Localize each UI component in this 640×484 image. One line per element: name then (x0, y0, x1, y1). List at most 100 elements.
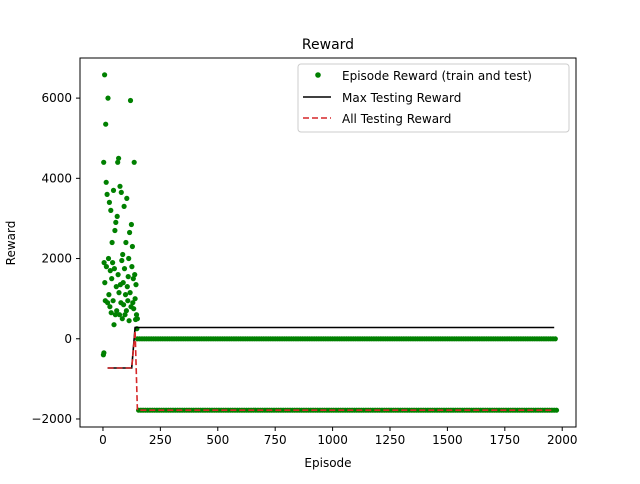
episode-reward-point (124, 195, 130, 201)
episode-reward-point (111, 322, 117, 328)
episode-reward-point (553, 407, 560, 413)
episode-reward-point (123, 308, 129, 314)
episode-reward-point (101, 350, 107, 356)
episode-reward-point (131, 159, 137, 165)
y-axis-label: Reward (4, 221, 18, 266)
episode-reward-point (112, 312, 118, 318)
episode-reward-point (123, 239, 129, 246)
episode-reward-point (105, 300, 111, 306)
episode-reward-point (133, 282, 139, 288)
y-tick-label: 4000 (41, 171, 72, 185)
x-tick-label: 0 (99, 433, 107, 447)
episode-reward-point (101, 260, 107, 266)
episode-reward-point (103, 121, 109, 127)
legend-label-max-testing: Max Testing Reward (342, 91, 461, 105)
episode-reward-point (127, 97, 134, 104)
x-tick-label: 1250 (375, 433, 406, 447)
x-tick-label: 1000 (317, 433, 348, 447)
chart-title: Reward (302, 37, 354, 53)
episode-reward-point (130, 300, 136, 306)
episode-reward-point (110, 260, 116, 266)
legend: Episode Reward (train and test) Max Test… (297, 63, 570, 133)
episode-reward-point (118, 189, 124, 195)
episode-reward-point (113, 219, 119, 225)
episode-reward-point (116, 290, 122, 296)
episode-reward-point (129, 243, 135, 250)
episode-reward-point (105, 255, 112, 262)
episode-reward-point (112, 227, 118, 234)
x-tick-label: 750 (264, 433, 287, 447)
max-testing-reward-line (107, 326, 555, 369)
episode-reward-point (113, 284, 119, 290)
episode-reward-point (130, 276, 136, 282)
episode-reward-point (107, 304, 113, 310)
episode-reward-point (116, 155, 122, 161)
episode-reward-point (102, 280, 108, 286)
episode-reward-point (133, 312, 140, 318)
episode-reward-point (134, 316, 140, 322)
episode-reward-point (114, 308, 120, 314)
episode-reward-point (127, 290, 133, 296)
episode-reward-point (126, 255, 132, 262)
episode-reward-point (127, 229, 133, 236)
episode-reward-point (122, 292, 129, 298)
episode-reward-point (108, 207, 114, 213)
legend-box (297, 63, 570, 133)
episode-reward-point (117, 183, 123, 189)
episode-reward-point (110, 298, 116, 304)
legend-marker-episode-reward (315, 72, 321, 78)
x-tick-label: 1750 (490, 433, 521, 447)
episode-reward-point (125, 274, 131, 280)
x-tick-label: 500 (206, 433, 229, 447)
episode-reward-point (107, 268, 113, 274)
episode-reward-point (129, 264, 135, 270)
x-axis-label: Episode (304, 456, 351, 470)
episode-reward-point (114, 213, 120, 219)
y-tick-label: −2000 (31, 412, 72, 426)
episode-reward-point (115, 159, 121, 165)
legend-label-all-testing: All Testing Reward (342, 112, 451, 126)
data-layer (100, 72, 560, 413)
episode-reward-point (119, 316, 125, 322)
episode-reward-point (126, 318, 132, 324)
episode-reward-point (120, 251, 126, 258)
episode-reward-point (121, 203, 127, 209)
episode-reward-point (122, 312, 128, 318)
episode-reward-point (108, 310, 114, 316)
episode-reward-point (104, 191, 110, 197)
episode-reward-point (109, 276, 115, 282)
episode-reward-point (103, 179, 109, 185)
episode-reward-point (106, 199, 112, 205)
y-tick-label: 6000 (41, 91, 72, 105)
episode-reward-point (121, 266, 128, 272)
axes-layer: 0 250 500 750 1000 1250 1500 1750 2000 −2000 0 2000… (31, 91, 577, 447)
all-testing-reward-line (107, 330, 555, 411)
episode-reward-point (116, 312, 123, 318)
plot-frame (79, 57, 577, 428)
episode-reward-point (105, 95, 111, 101)
episode-reward-point (128, 221, 134, 228)
episode-reward-point (552, 336, 558, 342)
episode-reward-point (131, 306, 137, 312)
episode-reward-point (125, 298, 131, 304)
y-tick-label: 0 (64, 332, 72, 346)
episode-reward-point (119, 257, 125, 264)
legend-label-episode-reward: Episode Reward (train and test) (342, 69, 532, 83)
episode-reward-point (121, 302, 127, 308)
episode-reward-point (124, 284, 130, 290)
episode-reward-point (110, 187, 117, 193)
y-tick-label: 2000 (41, 252, 72, 266)
episode-reward-point (102, 72, 108, 78)
episode-reward-point (109, 239, 115, 246)
episode-reward-point (120, 280, 126, 286)
episode-reward-point (115, 272, 121, 278)
episode-reward-point (101, 159, 107, 165)
episode-reward-point (111, 266, 117, 272)
episode-reward-point (103, 264, 109, 270)
x-tick-label: 1500 (432, 433, 463, 447)
episode-reward-point (106, 292, 112, 298)
x-tick-label: 2000 (547, 433, 578, 447)
episode-reward-point (132, 296, 138, 302)
